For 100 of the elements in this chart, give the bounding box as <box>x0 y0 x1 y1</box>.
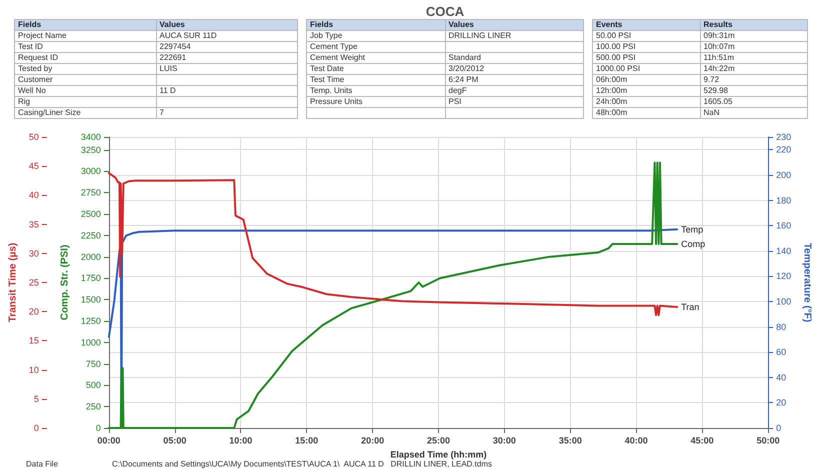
text: 24h:00m <box>596 97 628 106</box>
text: Temp. Units <box>310 86 352 95</box>
y3-tick-label: 20 <box>776 398 786 408</box>
y-tick-label: 25 <box>28 278 39 288</box>
category-label: Fields <box>14 20 156 30</box>
text: 9.72 <box>704 75 720 84</box>
y2-tick-label: 500 <box>86 380 101 390</box>
category-label: Fields <box>306 20 445 30</box>
y2-tick-label: 750 <box>86 358 101 369</box>
text: 09h:31m <box>704 31 735 40</box>
y-tick-label: 35 <box>28 219 39 230</box>
text: DRILLING LINER <box>448 31 512 40</box>
x-tick-label: 25:00 <box>426 436 450 446</box>
y2-tick-label: 250 <box>86 402 101 412</box>
y3-tick-label: 40 <box>776 372 786 382</box>
x-tick-label: 45:00 <box>690 436 714 446</box>
text: 12h:00m <box>596 86 628 95</box>
text: 6:24 PM <box>448 75 478 84</box>
y2-tick-label: 1500 <box>80 294 101 305</box>
text: Casing/Liner Size <box>18 108 81 117</box>
y3-axis-title: Temperature (°F) <box>802 242 812 322</box>
x-tick-label: 35:00 <box>558 436 582 446</box>
x-tick-label: 40:00 <box>624 436 648 446</box>
y-tick-label: 20 <box>28 306 39 317</box>
text: Cement Type <box>310 42 358 51</box>
y3-tick-label: 60 <box>776 347 786 358</box>
x-tick-label: 15:00 <box>295 436 318 446</box>
text: Job Type <box>310 31 342 40</box>
y2-tick-label: 1750 <box>80 273 101 284</box>
text: 06h:00m <box>596 75 628 84</box>
text: Data File <box>26 460 59 468</box>
y3-tick-label: 220 <box>776 144 792 155</box>
x-tick-label: 20:00 <box>361 436 384 446</box>
y-axis-title: Transit Time (µs) <box>8 242 18 322</box>
text: AUCA SUR 11D <box>160 31 217 40</box>
y2-tick-label: 2500 <box>80 209 101 220</box>
x-axis-title: Elapsed Time (hh:mm) <box>390 449 487 460</box>
category-label: Values <box>445 20 584 30</box>
y-tick-label: 15 <box>28 336 39 346</box>
text: Standard <box>448 53 481 62</box>
x-tick-label: 10:00 <box>229 436 252 446</box>
y3-tick-label: 200 <box>776 170 792 180</box>
text: Well No <box>18 86 46 95</box>
y-tick-label: 30 <box>28 248 39 258</box>
text: NaN <box>704 108 720 117</box>
category-label: Results <box>700 20 808 30</box>
text: 2297454 <box>160 42 191 51</box>
text: 7 <box>160 108 164 117</box>
y3-tick-label: 0 <box>776 423 782 433</box>
text: Pressure Units <box>310 97 362 106</box>
y3-tick-label: 230 <box>776 132 792 142</box>
text: LUIS <box>160 64 178 73</box>
y3-tick-label: 100 <box>776 296 792 306</box>
y3-tick-label: 180 <box>776 195 792 206</box>
text: degF <box>448 86 467 95</box>
series-label: Tran <box>681 302 700 312</box>
text: 529.98 <box>704 86 728 95</box>
text: COCA <box>424 4 466 19</box>
text: Cement Weight <box>310 53 365 62</box>
y-tick-label: 45 <box>28 161 39 172</box>
category-label: Events <box>592 20 700 30</box>
text: Request ID <box>18 53 58 62</box>
x-tick-label: 30:00 <box>492 436 516 446</box>
y-tick-label: 5 <box>34 394 39 404</box>
text: 48h:00m <box>596 108 628 117</box>
text: 500.00 PSI <box>596 53 636 62</box>
y2-tick-label: 1000 <box>80 337 101 348</box>
y3-tick-label: 160 <box>776 220 792 231</box>
text: C:\Documents and Settings\UCA\My Documents\TEST\AUCA 1\ AUCA 11 D DRILLIN LINER, LEAD.tdms <box>112 460 492 468</box>
text: 10h:07m <box>704 42 735 51</box>
y3-tick-label: 80 <box>776 322 786 332</box>
y2-tick-label: 1250 <box>80 316 101 326</box>
series-label: Comp <box>681 238 706 249</box>
text: 100.00 PSI <box>596 42 636 51</box>
y-tick-label: 0 <box>34 423 39 433</box>
text: Project Name <box>18 31 66 40</box>
y-tick-label: 40 <box>28 190 39 200</box>
y2-tick-label: 0 <box>96 423 101 433</box>
y2-tick-label: 3250 <box>80 144 101 155</box>
text: Test ID <box>18 42 43 51</box>
text: 1000.00 PSI <box>596 64 640 73</box>
y2-tick-label: 3000 <box>80 166 101 176</box>
y2-tick-label: 2000 <box>80 252 101 262</box>
y-tick-label: 50 <box>28 132 39 142</box>
x-tick-label: 05:00 <box>163 436 186 446</box>
y2-axis-title: Comp. Str. (PSI) <box>59 244 70 320</box>
text: PSI <box>448 97 462 106</box>
text: Rig <box>18 97 30 106</box>
text: 1605.05 <box>704 97 732 106</box>
line-series <box>108 172 678 316</box>
x-tick-label: 50:00 <box>756 436 780 446</box>
y2-tick-label: 2250 <box>80 230 101 240</box>
text: 222691 <box>160 53 186 62</box>
y-tick-label: 10 <box>28 364 39 375</box>
text: 50.00 PSI <box>596 31 632 40</box>
text: Test Time <box>310 75 344 84</box>
text: 14h:22m <box>704 64 735 73</box>
y2-tick-label: 2750 <box>80 188 101 198</box>
category-label: Values <box>156 20 298 30</box>
x-tick-label: 00:00 <box>97 436 120 446</box>
